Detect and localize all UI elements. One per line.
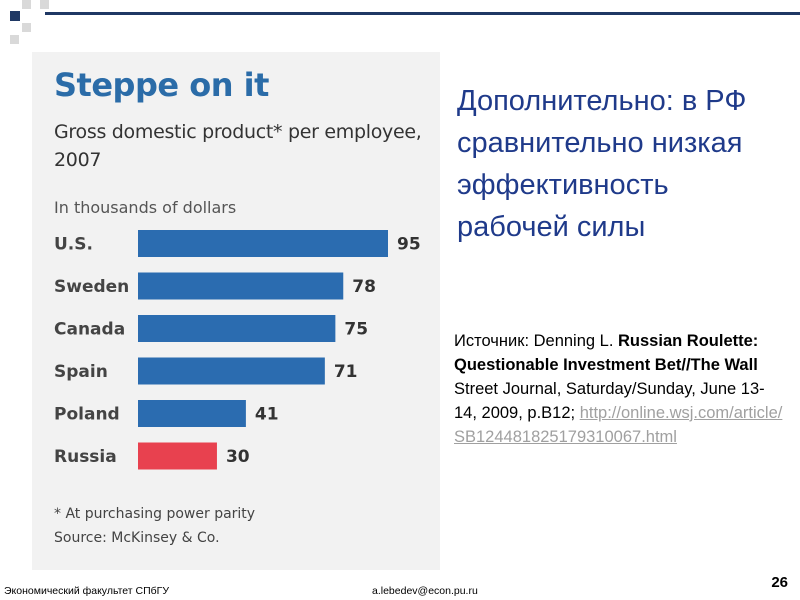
top-rule	[45, 12, 800, 15]
value-label: 30	[226, 447, 250, 467]
bar-highlight	[138, 442, 217, 470]
value-label: 41	[255, 405, 279, 425]
slide-headline: Дополнительно: в РФ сравнительно низкая …	[457, 85, 747, 243]
source-citation: Источник: Denning L. Russian Roulette: Q…	[454, 329, 784, 449]
bar	[138, 400, 246, 427]
deco-square-1	[10, 11, 20, 21]
category-label: U.S.	[54, 235, 93, 255]
decorative-squares	[10, 0, 49, 44]
deco-square-3	[40, 0, 49, 9]
chart-footnote: * At purchasing power parity	[54, 506, 256, 522]
category-label: Spain	[54, 362, 108, 382]
chart-title: Steppe on it	[54, 66, 269, 104]
chart-panel: Steppe on it Gross domestic product* per…	[32, 52, 440, 570]
value-label: 95	[397, 235, 421, 255]
deco-square-4	[22, 23, 31, 32]
value-label: 71	[334, 362, 358, 382]
value-label: 75	[344, 320, 368, 340]
source-prefix: Источник: Denning L.	[454, 332, 619, 350]
source-title: Russian Roulette: Questionable Investmen…	[454, 332, 759, 374]
bar	[138, 230, 388, 257]
chart-footnote-block: * At purchasing power parity Source: McK…	[54, 502, 255, 550]
category-label: Poland	[54, 405, 120, 425]
chart-source: Source: McKinsey & Co.	[54, 530, 220, 546]
source-link[interactable]: http://online.wsj.com/article/SB12448182…	[454, 404, 783, 446]
bar	[138, 315, 336, 342]
footer-faculty: Экономический факультет СПбГУ	[4, 585, 170, 597]
deco-square-5	[10, 35, 19, 44]
value-label: 78	[352, 277, 376, 297]
bar-chart: U.S. 95 Sweden 78 Canada 75 Spain 71 Poland 41 Rus…	[54, 230, 421, 470]
page-number: 26	[771, 574, 788, 591]
deco-square-2	[22, 0, 31, 9]
bar	[138, 357, 325, 385]
footer-email: a.lebedev@econ.pu.ru	[372, 585, 478, 597]
category-label: Sweden	[54, 277, 129, 297]
chart-unit-note: In thousands of dollars	[54, 198, 237, 217]
category-label: Canada	[54, 320, 125, 340]
bar	[138, 272, 344, 300]
category-label: Russia	[54, 447, 117, 467]
source-rest: Street Journal, Saturday/Sunday, June 13…	[454, 380, 765, 422]
chart-subtitle: Gross domestic product* per employee, 20…	[54, 121, 422, 171]
